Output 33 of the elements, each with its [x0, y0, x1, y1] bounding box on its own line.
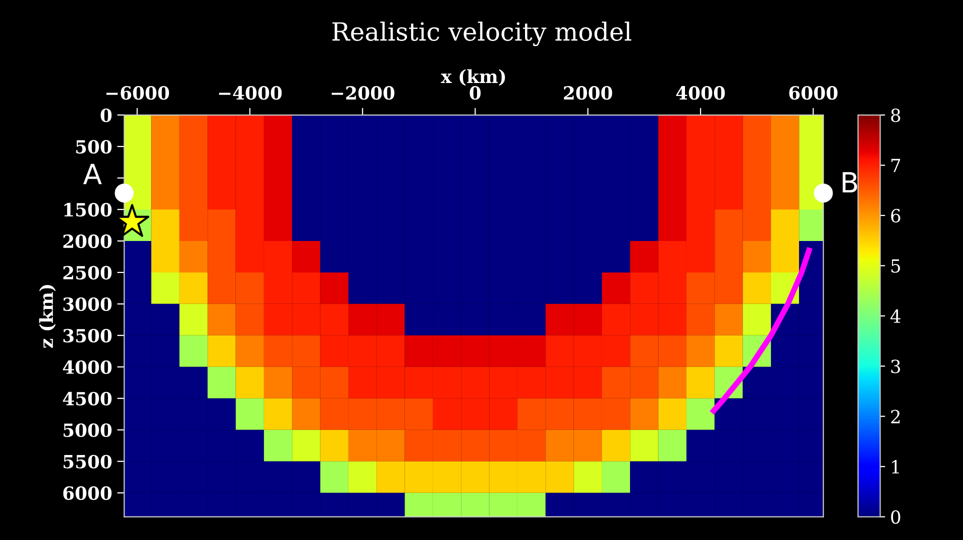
- y-axis-title: z (km): [39, 284, 56, 348]
- x-tick-label: −6000: [106, 86, 170, 100]
- y-tick-label: 2500: [63, 266, 112, 280]
- y-tick-label: 5500: [64, 454, 112, 468]
- y-tick-label: 3000: [63, 297, 112, 312]
- x-tick-label: 0: [470, 86, 481, 100]
- color-bar-label: 7: [891, 158, 900, 172]
- x-tick-label: 2000: [564, 86, 612, 100]
- x-tick-label: 6000: [789, 86, 838, 100]
- y-tick-label: 2000: [63, 234, 112, 248]
- color-bar-label: 4: [890, 309, 900, 323]
- x-tick-label: 4000: [676, 86, 725, 100]
- annotation: A: [83, 164, 102, 184]
- y-tick-label: 0: [100, 108, 112, 122]
- y-tick-label: 5000: [64, 423, 112, 437]
- color-bar-label: 2: [891, 410, 900, 424]
- color-bar-label: 3: [891, 360, 900, 374]
- color-bar-label: 6: [891, 208, 900, 223]
- x-tick-label: −2000: [332, 86, 394, 100]
- annotation: B: [842, 172, 858, 192]
- y-tick-label: 1500: [64, 202, 112, 217]
- x-axis-title: x (km): [440, 69, 505, 86]
- color-bar-label: 8: [891, 108, 900, 122]
- color-bar-label: 1: [892, 460, 899, 474]
- y-tick-label: 4500: [62, 392, 112, 406]
- color-bar-label: 0: [891, 510, 900, 524]
- x-tick-label: −4000: [219, 86, 282, 100]
- color-bar-label: 5: [891, 259, 900, 273]
- chart-title: Realistic velocity model: [332, 22, 632, 46]
- y-tick-label: 4000: [62, 360, 112, 374]
- y-tick-label: 500: [76, 140, 112, 154]
- y-tick-label: 6000: [63, 486, 112, 500]
- y-tick-label: 3500: [63, 328, 112, 343]
